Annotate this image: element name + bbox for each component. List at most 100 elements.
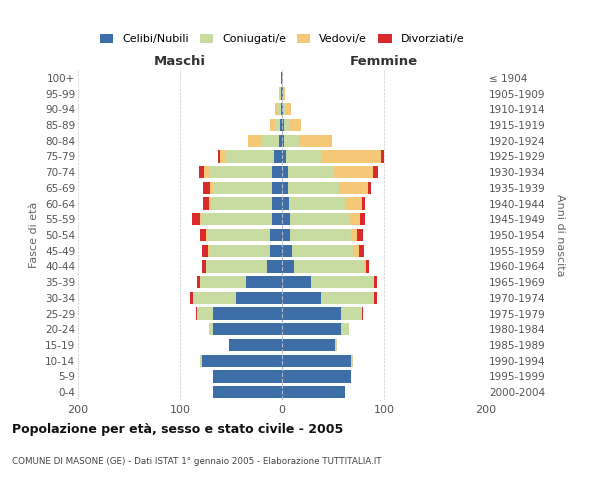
Bar bbox=[349, 213, 359, 226]
Bar bbox=[374, 292, 377, 304]
Bar bbox=[200, 213, 202, 226]
Bar bbox=[209, 166, 272, 178]
Bar bbox=[225, 150, 274, 162]
Bar bbox=[282, 370, 352, 382]
Bar bbox=[341, 308, 362, 320]
Bar bbox=[282, 308, 341, 320]
Bar bbox=[339, 182, 368, 194]
Bar bbox=[362, 198, 365, 209]
Bar bbox=[345, 198, 362, 209]
Bar bbox=[279, 134, 282, 147]
Bar bbox=[292, 244, 353, 257]
Bar bbox=[288, 182, 339, 194]
Bar bbox=[197, 276, 200, 288]
Bar bbox=[321, 292, 374, 304]
Bar bbox=[200, 229, 206, 241]
Bar bbox=[247, 276, 282, 288]
Bar bbox=[373, 166, 378, 178]
Text: Popolazione per età, sesso e stato civile - 2005: Popolazione per età, sesso e stato civil… bbox=[12, 422, 343, 436]
Bar bbox=[218, 150, 220, 162]
Bar bbox=[290, 229, 352, 241]
Bar bbox=[335, 339, 337, 351]
Bar bbox=[193, 292, 236, 304]
Text: Femmine: Femmine bbox=[350, 54, 418, 68]
Bar bbox=[381, 150, 384, 162]
Bar bbox=[212, 370, 282, 382]
Bar bbox=[289, 119, 301, 131]
Bar bbox=[282, 229, 290, 241]
Bar bbox=[205, 166, 209, 178]
Bar bbox=[209, 323, 212, 336]
Bar bbox=[211, 198, 272, 209]
Bar bbox=[322, 150, 381, 162]
Bar bbox=[290, 213, 349, 226]
Bar bbox=[270, 244, 282, 257]
Bar bbox=[275, 103, 278, 116]
Bar bbox=[272, 182, 282, 194]
Bar bbox=[209, 198, 211, 209]
Bar bbox=[270, 119, 275, 131]
Bar bbox=[282, 339, 335, 351]
Bar bbox=[281, 103, 282, 116]
Bar bbox=[282, 244, 292, 257]
Bar bbox=[294, 260, 364, 272]
Bar bbox=[282, 166, 288, 178]
Bar bbox=[282, 150, 286, 162]
Bar bbox=[275, 119, 280, 131]
Bar bbox=[299, 134, 332, 147]
Bar bbox=[282, 323, 341, 336]
Bar bbox=[283, 88, 285, 100]
Bar bbox=[192, 213, 200, 226]
Bar bbox=[374, 276, 377, 288]
Bar bbox=[286, 150, 322, 162]
Bar bbox=[279, 88, 280, 100]
Text: Maschi: Maschi bbox=[154, 54, 206, 68]
Text: COMUNE DI MASONE (GE) - Dati ISTAT 1° gennaio 2005 - Elaborazione TUTTITALIA.IT: COMUNE DI MASONE (GE) - Dati ISTAT 1° ge… bbox=[12, 458, 382, 466]
Bar bbox=[206, 260, 267, 272]
Bar bbox=[272, 213, 282, 226]
Bar bbox=[282, 103, 283, 116]
Bar bbox=[212, 182, 272, 194]
Bar bbox=[341, 323, 349, 336]
Bar bbox=[272, 198, 282, 209]
Bar bbox=[353, 244, 359, 257]
Bar bbox=[283, 103, 285, 116]
Bar bbox=[368, 182, 371, 194]
Bar bbox=[281, 88, 282, 100]
Bar bbox=[202, 213, 272, 226]
Bar bbox=[209, 244, 270, 257]
Bar bbox=[197, 308, 212, 320]
Bar bbox=[364, 260, 365, 272]
Bar bbox=[200, 276, 247, 288]
Bar bbox=[282, 213, 290, 226]
Bar bbox=[203, 198, 209, 209]
Bar bbox=[282, 182, 288, 194]
Bar bbox=[206, 229, 270, 241]
Bar bbox=[282, 354, 352, 367]
Bar bbox=[208, 244, 209, 257]
Bar bbox=[282, 134, 284, 147]
Bar bbox=[199, 166, 205, 178]
Y-axis label: Fasce di età: Fasce di età bbox=[29, 202, 40, 268]
Bar bbox=[190, 292, 193, 304]
Bar bbox=[248, 134, 260, 147]
Y-axis label: Anni di nascita: Anni di nascita bbox=[555, 194, 565, 276]
Bar bbox=[236, 292, 282, 304]
Bar bbox=[284, 119, 289, 131]
Bar bbox=[202, 244, 208, 257]
Bar bbox=[311, 276, 374, 288]
Bar bbox=[229, 339, 282, 351]
Bar bbox=[359, 244, 364, 257]
Bar bbox=[267, 260, 282, 272]
Bar bbox=[196, 308, 197, 320]
Bar bbox=[212, 386, 282, 398]
Bar bbox=[352, 354, 353, 367]
Bar bbox=[260, 134, 279, 147]
Bar bbox=[282, 88, 283, 100]
Bar bbox=[282, 119, 284, 131]
Bar bbox=[352, 229, 358, 241]
Bar bbox=[284, 134, 299, 147]
Bar bbox=[281, 72, 282, 84]
Bar bbox=[280, 119, 282, 131]
Bar bbox=[282, 260, 294, 272]
